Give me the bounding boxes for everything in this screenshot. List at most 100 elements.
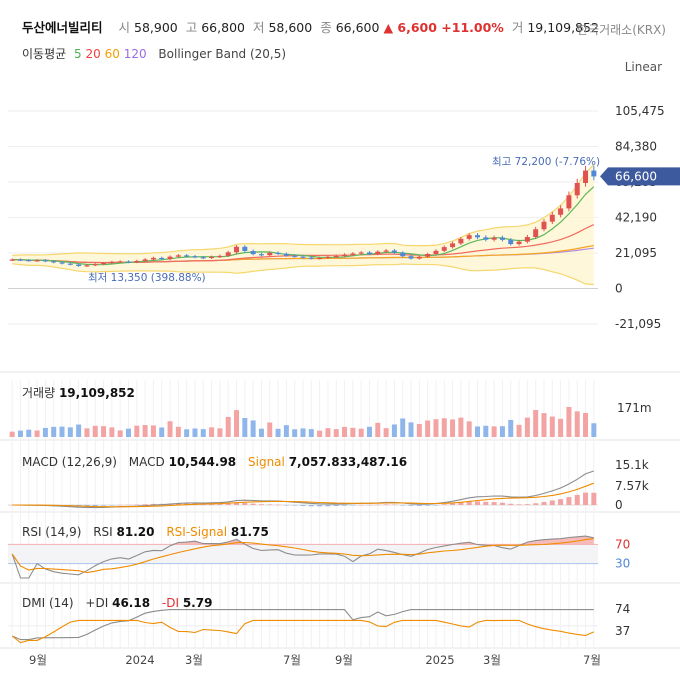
scale-toggle-button[interactable]: Linear [624,60,662,74]
volume-bar [159,427,165,437]
macd-histogram-bar [475,501,480,505]
volume-bar [549,416,555,437]
macd-histogram-bar [400,505,406,506]
volume-bar [308,429,314,437]
macd-histogram-bar [342,505,348,506]
macd-signal-label: Signal [248,455,285,469]
candle-body [26,260,32,262]
macd-histogram-bar [483,501,489,505]
x-axis-tick: 7월 [283,653,301,667]
volume-bar [533,410,539,437]
ma120-label[interactable]: 120 [123,47,147,61]
low-value: 58,600 [268,20,313,35]
macd-histogram-bar [499,502,505,505]
macd-histogram-bar [441,504,447,505]
candle-body [400,252,406,257]
candle-body [524,237,530,242]
candle-body [184,255,190,257]
high-value: 66,800 [201,20,245,35]
macd-title: MACD (12,26,9) MACD 10,544.98 Signal 7,0… [22,455,407,469]
candle-body [59,262,65,264]
volume-bar [508,419,514,437]
indicator-row: 이동평균 5 20 60 120 Bollinger Band (20,5) [22,45,286,62]
pdi-value: 46.18 [112,596,151,610]
open-value: 58,900 [134,20,178,35]
volume-bar [9,431,15,437]
volume-bar [167,421,173,437]
bollinger-label[interactable]: Bollinger Band (20,5) [158,47,287,61]
rsi-axis-tick-30: 30 [615,557,630,571]
candle-body [433,250,439,255]
candle-body [408,256,414,259]
volume-bar [300,428,306,437]
volume-bar [101,426,107,437]
low-annotation: 최저 13,350 (398.88%) [88,272,206,284]
candle-body [308,257,314,259]
macd-histogram-bar [234,502,240,505]
close-value: 66,600 [335,20,380,35]
candle-body [234,246,240,253]
volume-bar [441,418,447,437]
price-axis-tick: -21,095 [615,317,661,331]
candle-body [591,170,597,177]
macd-histogram-bar [225,503,231,505]
candle-body [92,264,98,266]
high-label: 고 [185,20,198,35]
volume-bar [267,422,273,437]
macd-histogram-bar [541,501,547,505]
ma20-label[interactable]: 20 [85,47,101,61]
candle-body [175,255,181,257]
volume-bar [333,429,339,437]
macd-histogram-bar [126,504,131,506]
candle-body [150,257,156,260]
volume-bar [26,429,32,437]
macd-histogram-bar [325,505,331,507]
macd-histogram-bar [250,503,256,505]
ma60-label[interactable]: 60 [104,47,120,61]
candle-body [375,251,381,255]
macd-histogram-bar [134,504,140,506]
price-axis-tick: 0 [615,282,623,296]
volume-bar [67,427,73,437]
low-label: 저 [252,20,265,35]
rsi-neutral-zone [8,544,598,564]
volume-bar [566,407,572,437]
dmi-panel-label: DMI (14) [22,596,74,610]
candle-body [358,252,364,254]
x-axis-tick: 3월 [483,653,501,667]
candle-body [34,260,40,262]
macd-histogram-bar [101,505,107,506]
candle-body [209,256,215,259]
volume-bar [234,410,240,437]
macd-histogram-bar [175,503,181,505]
x-axis-tick: 9월 [29,653,47,667]
volume-bar [59,426,65,437]
volume-bar [209,427,215,437]
ma5-label[interactable]: 5 [74,47,82,61]
macd-histogram-bar [425,505,431,506]
x-axis-tick: 2025 [425,653,454,667]
macd-histogram-bar [524,504,530,505]
rsi-label: RSI [93,525,113,539]
candle-body [450,243,456,248]
macd-histogram-bar [391,504,397,506]
macd-histogram-bar [275,504,281,506]
open-label: 시 [118,20,131,35]
bollinger-lower-line [12,263,594,286]
volume-bar [475,426,480,437]
x-axis-tick: 3월 [185,653,203,667]
macd-histogram-bar [558,499,564,505]
candle-body [142,259,148,261]
volume-bar [76,424,82,437]
volume-bar [375,422,381,437]
candle-body [67,263,73,265]
candle-body [258,254,264,256]
rsi-signal-value: 81.75 [230,525,269,539]
volume-bar [524,417,530,437]
x-axis-tick: 7월 [583,653,601,667]
volume-bar [242,418,248,437]
macd-histogram-bar [366,504,372,506]
volume-value: 19,109,852 [527,20,599,35]
close-label: 종 [320,20,332,35]
